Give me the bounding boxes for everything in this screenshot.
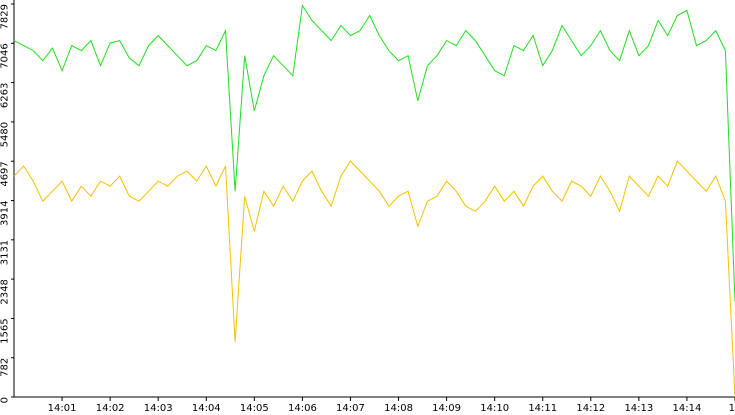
line-series <box>13 160 735 398</box>
y-tick-label: 1565 <box>0 318 10 343</box>
y-tick-label: 3131 <box>0 240 10 265</box>
x-tick-label: 14:11 <box>528 403 557 414</box>
y-tick-label: 782 <box>0 358 10 377</box>
x-tick-label: 14:01 <box>48 403 77 414</box>
x-tick-label: 14:12 <box>576 403 605 414</box>
x-tick-label: 14 <box>729 403 735 414</box>
x-tick-label: 14:02 <box>96 403 125 414</box>
y-tick-label: 7829 <box>0 4 10 29</box>
y-tick-label: 6263 <box>0 83 10 108</box>
y-tick-label: 7046 <box>0 43 10 68</box>
y-tick-label: 4697 <box>0 161 10 186</box>
x-tick-label: 14:08 <box>384 403 413 414</box>
x-tick-label: 14:10 <box>480 403 509 414</box>
y-tick-label: 3914 <box>0 201 10 226</box>
x-tick-label: 14:05 <box>240 403 269 414</box>
x-tick-label: 14:03 <box>144 403 173 414</box>
y-tick-label: 2348 <box>0 279 10 304</box>
x-tick-label: 14:06 <box>288 403 317 414</box>
line-series <box>13 4 735 302</box>
x-tick-label: 14:13 <box>624 403 653 414</box>
x-tick-label: 14:04 <box>192 403 221 414</box>
y-tick-label: 5480 <box>0 122 10 147</box>
x-tick-label: 14:09 <box>432 403 461 414</box>
y-tick-label: 0 <box>0 397 10 403</box>
x-tick-label: 14:14 <box>673 403 702 414</box>
x-tick-label: 14:07 <box>336 403 365 414</box>
